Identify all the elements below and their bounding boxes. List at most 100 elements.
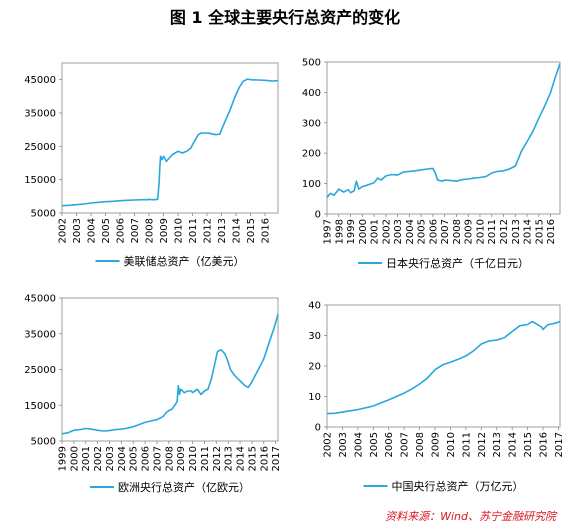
x-tick-label: 1998: [334, 219, 345, 244]
x-tick-label: 2007: [130, 218, 141, 243]
x-tick-label: 2012: [212, 446, 223, 471]
x-tick-label: 1999: [58, 446, 69, 471]
x-tick-label: 2007: [152, 446, 163, 471]
x-tick-label: 2015: [247, 446, 258, 471]
x-tick-label: 2005: [129, 446, 140, 471]
x-tick-label: 2017: [554, 432, 565, 457]
x-tick-label: 2008: [415, 432, 426, 457]
x-tick-label: 2015: [523, 432, 534, 457]
x-tick-label: 2010: [173, 218, 184, 243]
x-tick-label: 2001: [81, 446, 92, 471]
x-tick-label: 2000: [69, 446, 80, 471]
x-tick-label: 2003: [338, 432, 349, 457]
y-tick-label: 15000: [24, 175, 56, 186]
y-tick-label: 45000: [24, 75, 56, 86]
x-tick-label: 2005: [101, 218, 112, 243]
x-tick-label: 2008: [164, 446, 175, 471]
boj-series-line: [326, 63, 561, 198]
x-tick-label: 2009: [431, 432, 442, 457]
x-tick-label: 2013: [217, 218, 228, 243]
page-title: 图 1 全球主要央行总资产的变化: [169, 8, 401, 27]
plot-frame: [61, 297, 279, 442]
y-tick-label: 35000: [24, 109, 56, 120]
pboc-assets-chart: 0 10 20 30 40 2002 2003 2004 2005 2006 2007 2008 200…: [308, 301, 565, 494]
y-tick-label: 200: [302, 149, 321, 160]
x-tick-label: 2001: [370, 219, 381, 244]
fed-assets-chart: 5000 15000 25000 35000 45000 2002 2003 2004 2005…: [24, 62, 279, 268]
x-tick-label: 2015: [246, 218, 257, 243]
x-tick-label: 2006: [384, 432, 395, 457]
y-tick-label: 500: [302, 58, 321, 69]
y-tick-label: 25000: [24, 365, 56, 376]
x-tick-label: 2003: [393, 219, 404, 244]
ecb-assets-chart: 5000 15000 25000 35000 45000 1999 2000 2001 2002…: [24, 294, 282, 495]
x-tick-label: 2000: [358, 219, 369, 244]
x-tick-label: 2016: [259, 446, 270, 471]
x-tick-label: 1999: [346, 219, 357, 244]
x-tick-label: 2002: [93, 446, 104, 471]
x-tick-label: 2005: [369, 432, 380, 457]
x-tick-label: 2012: [477, 432, 488, 457]
x-tick-label: 2003: [105, 446, 116, 471]
x-tick-label: 2014: [231, 218, 242, 243]
x-tick-label: 2006: [141, 446, 152, 471]
x-tick-label: 2010: [446, 432, 457, 457]
x-tick-label: 2014: [236, 446, 247, 471]
x-tick-label: 2011: [461, 432, 472, 457]
x-tick-label: 2006: [115, 218, 126, 243]
x-tick-label: 2008: [452, 219, 463, 244]
ecb-series-line: [61, 313, 279, 435]
x-tick-label: 2013: [224, 446, 235, 471]
x-tick-label: 2003: [72, 218, 83, 243]
x-tick-label: 2013: [511, 219, 522, 244]
y-tick-label: 15000: [24, 401, 56, 412]
plot-frame: [61, 62, 279, 214]
x-tick-label: 2016: [546, 219, 557, 244]
y-tick-label: 35000: [24, 329, 56, 340]
x-tick-label: 2010: [475, 219, 486, 244]
legend-label: 日本央行总资产（千亿日元）: [386, 256, 529, 270]
x-tick-label: 2011: [188, 218, 199, 243]
x-tick-label: 2015: [534, 219, 545, 244]
y-tick-label: 5000: [31, 437, 56, 448]
x-tick-label: 2009: [464, 219, 475, 244]
fed-series-line: [61, 78, 279, 207]
x-tick-label: 2002: [381, 219, 392, 244]
x-tick-label: 2007: [440, 219, 451, 244]
x-tick-label: 2009: [176, 446, 187, 471]
x-tick-label: 2005: [417, 219, 428, 244]
y-tick-label: 45000: [24, 294, 56, 305]
y-tick-label: 300: [302, 118, 321, 129]
y-tick-label: 400: [302, 88, 321, 99]
legend-label: 美联储总资产（亿美元）: [124, 254, 245, 268]
x-tick-label: 1997: [323, 219, 334, 244]
x-tick-label: 2002: [323, 432, 334, 457]
x-tick-label: 2008: [144, 218, 155, 243]
y-tick-label: 20: [308, 362, 321, 373]
x-tick-label: 2006: [428, 219, 439, 244]
x-tick-label: 2014: [523, 219, 534, 244]
legend-label: 欧洲央行总资产（亿欧元）: [118, 480, 250, 494]
y-tick-label: 40: [308, 301, 321, 312]
x-tick-label: 2016: [539, 432, 550, 457]
x-tick-label: 2011: [200, 446, 211, 471]
x-tick-label: 2002: [58, 218, 69, 243]
x-tick-label: 2016: [260, 218, 271, 243]
pboc-series-line: [326, 320, 561, 415]
y-tick-label: 30: [308, 331, 321, 342]
x-tick-label: 2004: [353, 432, 364, 457]
legend-label: 中国央行总资产（万亿元）: [392, 479, 524, 493]
x-tick-label: 2004: [86, 218, 97, 243]
x-tick-label: 2004: [117, 446, 128, 471]
x-tick-label: 2012: [499, 219, 510, 244]
y-tick-label: 100: [302, 179, 321, 190]
y-tick-label: 10: [308, 392, 321, 403]
x-tick-label: 2004: [405, 219, 416, 244]
x-tick-label: 2011: [487, 219, 498, 244]
x-tick-label: 2010: [188, 446, 199, 471]
x-tick-label: 2017: [271, 446, 282, 471]
boj-assets-chart: 0 100 200 300 400 500 1997 1998 1999 2000 2001 2002…: [302, 58, 561, 270]
x-tick-label: 2014: [508, 432, 519, 457]
y-tick-label: 25000: [24, 142, 56, 153]
plot-frame: [326, 61, 561, 215]
